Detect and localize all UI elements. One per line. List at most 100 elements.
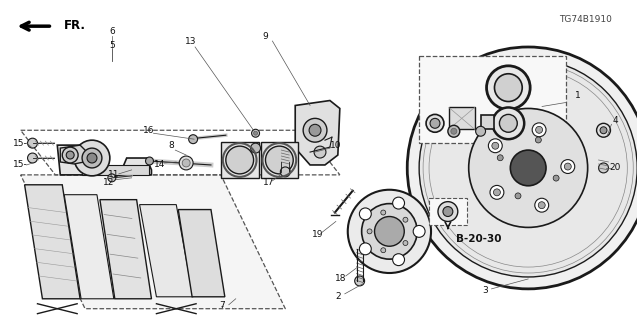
Bar (481, 116, 495, 129)
Circle shape (493, 108, 524, 139)
Circle shape (430, 118, 440, 128)
Circle shape (488, 139, 502, 153)
Circle shape (348, 190, 431, 273)
Text: 5: 5 (109, 41, 115, 50)
Circle shape (28, 153, 38, 163)
Text: 4: 4 (612, 116, 618, 125)
Circle shape (495, 74, 522, 101)
Circle shape (403, 241, 408, 245)
Text: 7: 7 (219, 301, 225, 310)
Text: 19: 19 (312, 230, 324, 239)
Circle shape (74, 140, 110, 176)
Circle shape (499, 114, 517, 132)
Text: FR.: FR. (64, 19, 86, 32)
Circle shape (182, 159, 190, 167)
Circle shape (535, 198, 548, 212)
Circle shape (419, 59, 637, 277)
Text: 8: 8 (168, 140, 174, 150)
Circle shape (403, 217, 408, 222)
Circle shape (303, 118, 327, 142)
Polygon shape (100, 200, 152, 299)
Circle shape (486, 66, 530, 109)
Circle shape (497, 155, 503, 161)
Circle shape (179, 156, 193, 170)
Text: 2: 2 (335, 292, 340, 301)
Circle shape (381, 248, 386, 253)
Text: 18: 18 (335, 275, 347, 284)
Polygon shape (20, 175, 285, 309)
Circle shape (314, 146, 326, 158)
Circle shape (108, 174, 116, 182)
Circle shape (367, 229, 372, 234)
Text: 17: 17 (262, 178, 274, 187)
Polygon shape (60, 145, 87, 164)
Circle shape (564, 163, 572, 170)
Text: 15-: 15- (13, 139, 28, 148)
Bar (221, 142, 259, 178)
Text: 16: 16 (143, 126, 154, 135)
Circle shape (66, 151, 74, 159)
Circle shape (362, 204, 417, 259)
Circle shape (476, 126, 486, 136)
Bar (419, 56, 566, 143)
Text: 9: 9 (262, 32, 268, 41)
Text: 6: 6 (109, 27, 115, 36)
Polygon shape (64, 195, 114, 299)
Circle shape (598, 163, 609, 173)
Circle shape (251, 143, 260, 153)
Circle shape (280, 167, 291, 177)
Circle shape (252, 129, 260, 137)
Polygon shape (24, 185, 80, 299)
Circle shape (490, 185, 504, 199)
Circle shape (87, 153, 97, 163)
Circle shape (360, 243, 371, 255)
Circle shape (413, 225, 425, 237)
Text: 13: 13 (186, 36, 197, 45)
Circle shape (374, 217, 404, 246)
Polygon shape (179, 210, 225, 297)
Text: TG74B1910: TG74B1910 (559, 15, 612, 24)
Text: 11: 11 (108, 170, 120, 180)
Text: 3: 3 (483, 286, 488, 295)
Circle shape (426, 114, 444, 132)
Circle shape (468, 108, 588, 228)
Circle shape (226, 146, 253, 174)
Circle shape (266, 146, 293, 174)
Circle shape (448, 125, 460, 137)
Circle shape (355, 276, 365, 286)
Bar (429, 198, 467, 225)
Circle shape (538, 202, 545, 209)
Circle shape (253, 131, 257, 135)
Circle shape (309, 124, 321, 136)
Polygon shape (295, 100, 340, 165)
Bar (449, 108, 475, 129)
Circle shape (536, 137, 541, 143)
Circle shape (392, 254, 404, 266)
Circle shape (532, 123, 546, 137)
Circle shape (443, 207, 453, 217)
Text: 14: 14 (154, 160, 165, 170)
Bar (260, 142, 298, 178)
Circle shape (596, 123, 611, 137)
Circle shape (561, 160, 575, 173)
Circle shape (451, 128, 457, 134)
Text: 20: 20 (610, 164, 621, 172)
Text: B-20-30: B-20-30 (456, 234, 501, 244)
Circle shape (360, 208, 371, 220)
Text: 1: 1 (575, 91, 580, 100)
Circle shape (438, 202, 458, 221)
Circle shape (492, 142, 499, 149)
Polygon shape (140, 204, 193, 297)
Circle shape (62, 147, 78, 163)
Text: 10: 10 (330, 140, 342, 150)
Circle shape (553, 175, 559, 181)
Circle shape (536, 126, 543, 133)
Text: 12: 12 (103, 178, 115, 187)
Circle shape (82, 148, 102, 168)
Circle shape (515, 193, 521, 199)
Polygon shape (82, 165, 150, 175)
Circle shape (600, 127, 607, 134)
Circle shape (28, 138, 38, 148)
Polygon shape (58, 145, 152, 175)
Circle shape (145, 157, 154, 165)
